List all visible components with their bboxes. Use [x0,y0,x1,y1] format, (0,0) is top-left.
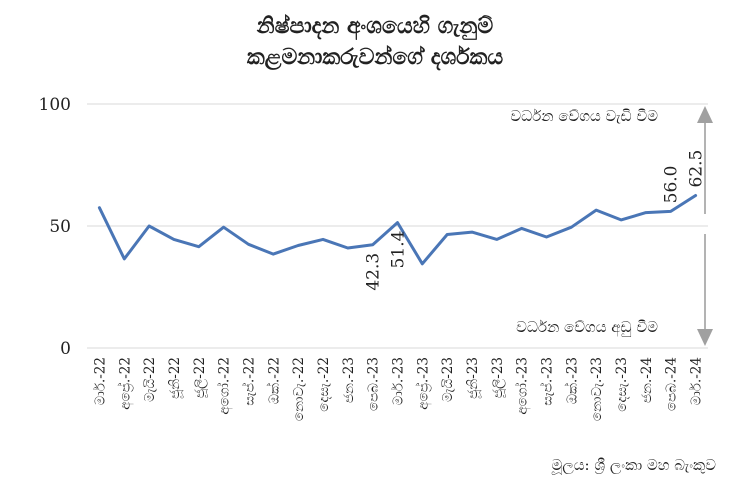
series-line-0 [97,194,698,266]
direction-arrows [697,106,713,346]
x-tick-13: අප්‍රේ.-23 [415,357,432,410]
x-tick-19: ඔක්.-23 [564,357,580,404]
x-tick-24: මාර්.-24 [689,357,705,405]
data-label-12: 51.4 [389,231,409,269]
y-tick-50: 50 [49,217,71,237]
data-labels: 42.351.4 56.0 62.5 [364,150,707,291]
x-tick-17: අගෝ.-23 [515,357,532,415]
gridlines [87,103,708,349]
x-tick-15: ජූනි-23 [465,357,482,399]
arrow-up-head [697,106,713,123]
chart-title-line-2: කළමනාකරුවන්ගේ දර්ශකය [247,44,504,71]
x-tick-7: ඔක්.-22 [266,357,282,404]
series-line-group [97,194,698,266]
x-tick-0: මාර්.-22 [92,357,108,405]
arrow-down-head [697,329,713,346]
data-label-11: 42.3 [364,253,384,291]
annotation-increase: වර්ධන වේගය වැඩි වීම [510,107,658,125]
x-tick-3: ජූනි-22 [167,357,184,399]
x-tick-22: ජන.-24 [639,357,655,403]
x-tick-8: නොවැ.-22 [291,357,307,421]
x-tick-18: සැප්.-23 [539,357,555,406]
x-axis-ticks: මාර්.-22 අප්‍රේ.-22 මැයි-22 ජූනි-22 ජූලි-22 අ… [92,357,704,421]
annotation-decrease: වර්ධන වේගය අඩු වීම [516,318,658,337]
x-tick-14: මැයි-23 [440,357,456,402]
x-tick-10: ජන.-23 [341,357,357,403]
y-axis-ticks: 0 50 100 [39,95,71,359]
data-label-24: 62.5 [687,150,707,188]
y-tick-100: 100 [39,95,71,115]
x-tick-6: සැප්.-22 [241,357,257,406]
source-note: මූලය: ශ්‍රී ලංකා මහ බැංකුව [551,456,716,475]
x-tick-5: අගෝ.-22 [217,357,234,415]
x-tick-2: මැයි-22 [142,357,158,402]
x-tick-11: පෙබ.-23 [366,357,382,411]
x-tick-23: පෙබ.-24 [664,357,680,411]
x-tick-16: ජූලි-23 [490,357,507,398]
y-tick-0: 0 [60,339,71,359]
x-tick-12: මාර්.-23 [391,357,407,405]
x-tick-20: නොවැ.-23 [589,357,605,421]
chart-title-line-1: නිෂ්පාදන අංශයෙහි ගැනුම් [256,13,494,41]
x-tick-21: දෙසැ.-23 [614,357,630,412]
x-tick-1: අප්‍රේ.-22 [117,357,134,410]
x-tick-4: ජූලි-22 [192,357,209,398]
data-label-23: 56.0 [662,166,682,204]
x-tick-9: දෙසැ.-22 [316,357,332,412]
